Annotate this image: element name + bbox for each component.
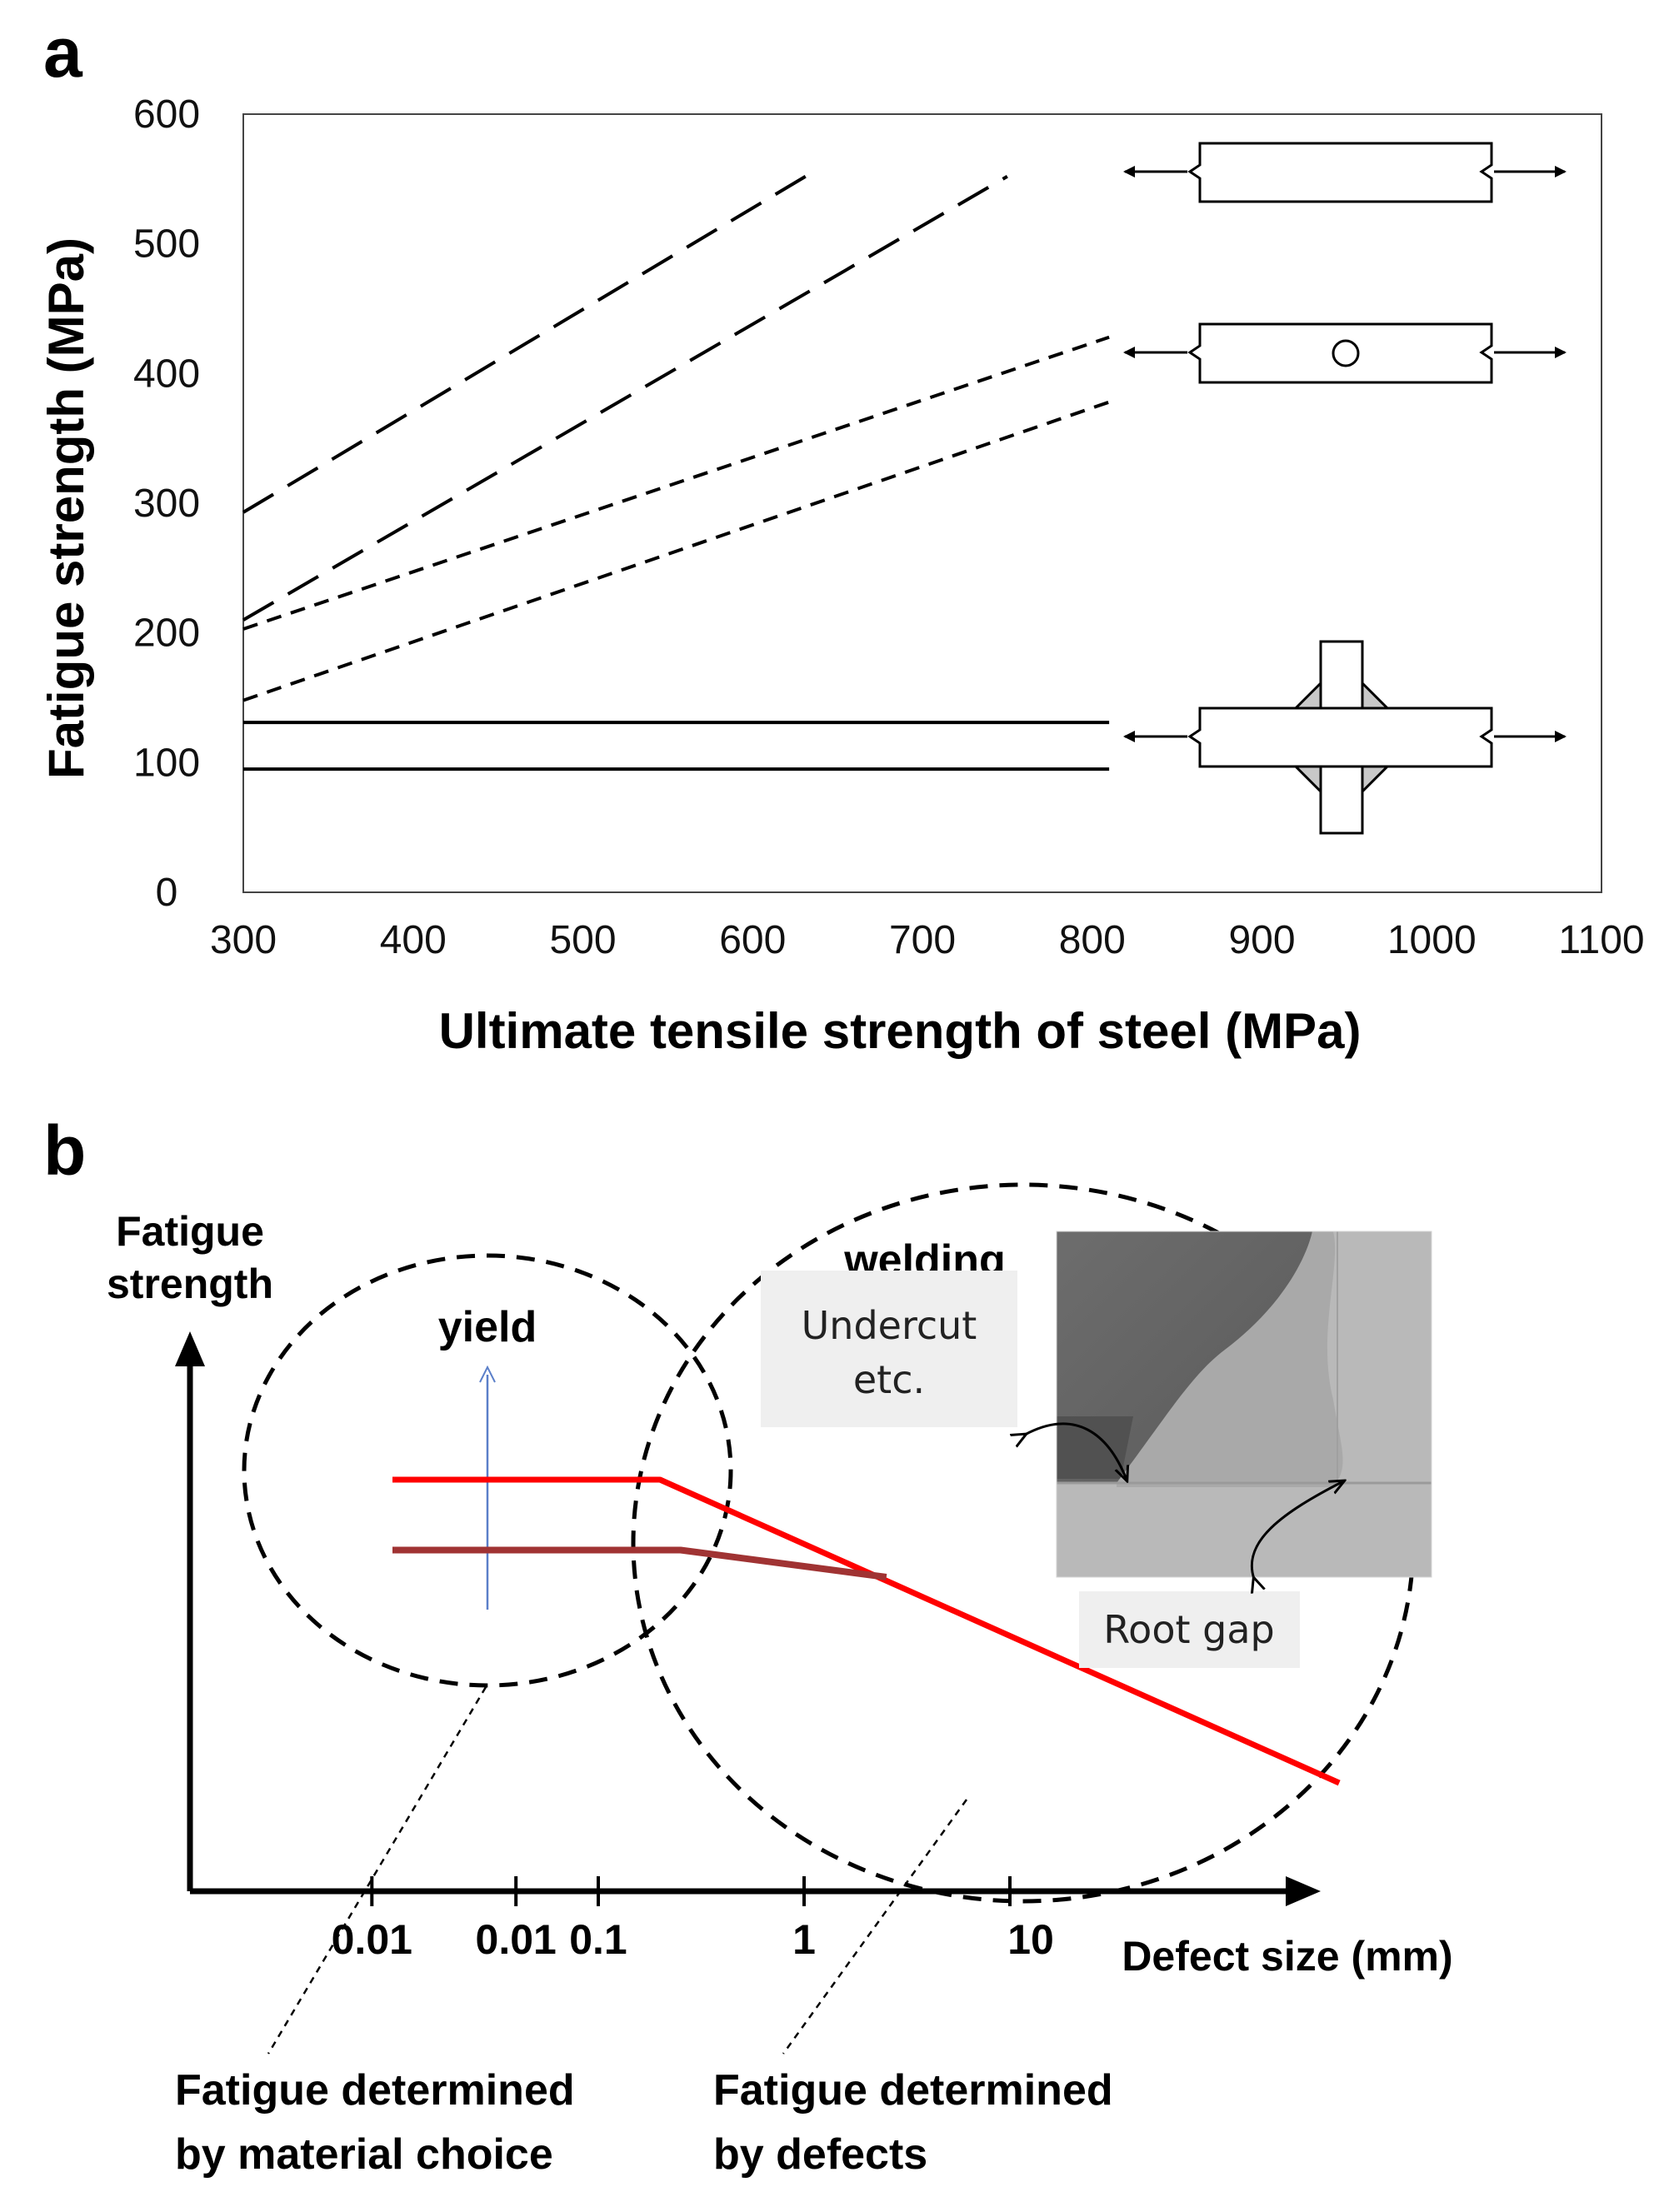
panel-b-y-axis-title-line2: strength [107,1261,273,1307]
panel-b-label: b [43,1111,86,1190]
panel-a-label: a [43,13,83,92]
panel-a-series-line [242,400,1110,702]
undercut-callout: Undercut etc. [761,1271,1017,1427]
panel-a-x-tick-label: 400 [380,918,447,962]
panel-a-y-tick-label: 200 [133,612,200,656]
panel-a-x-tick-label: 800 [1059,918,1126,962]
panel-a-y-tick-label: 500 [133,222,200,267]
panel-a-series-line [242,174,1008,622]
panel-a-series-line [242,171,813,514]
undercut-callout-line2: etc. [853,1357,925,1402]
panel-b-series-line [392,1476,1341,1786]
weld-macrograph-image [1056,1231,1432,1578]
panel-a-x-axis-title: Ultimate tensile strength of steel (MPa) [439,1003,1362,1059]
panel-a-x-tick-label: 700 [889,918,956,962]
panel-a-y-tick-label: 300 [133,482,200,526]
panel-a-y-tick-label: 600 [133,92,200,137]
panel-b-series [392,1476,1341,1786]
panel-a-x-tick-label: 300 [210,918,277,962]
panel-a-x-tick-label: 1100 [1558,918,1644,962]
panel-a-x-tick-label: 600 [719,918,786,962]
panel-a-series-line [242,335,1110,631]
panel-b-y-axis-arrow-icon [175,1331,205,1366]
root-gap-pointer-arrow-icon [1250,1481,1343,1579]
undercut-pointer-arrow-icon [1025,1422,1127,1480]
panel-b-x-tick-label: 1 [792,1916,816,1963]
yield-region-circle [242,1253,733,1688]
panel-a-x-tick-label: 1000 [1387,918,1477,962]
defects-note-line2: by defects [713,2130,927,2179]
plain-plate-specimen-icon [1123,142,1567,203]
material-choice-leader-line [267,1686,487,2055]
panel-b-x-axis-title: Defect size (mm) [1122,1933,1452,1980]
hole-icon [1332,339,1360,367]
panel-a-x-tick-label: 900 [1228,918,1295,962]
defects-note-line1: Fatigue determined [713,2066,1113,2115]
root-gap-callout-text: Root gap [1103,1607,1274,1652]
panel-b-x-tick-label: 10 [1007,1916,1054,1963]
defects-leader-line [782,1799,968,2055]
panel-b-y-axis-title-line1: Fatigue [116,1208,264,1255]
panel-b-x-axis-arrow-icon [1286,1876,1321,1906]
panel-a-x-tick-label: 500 [549,918,616,962]
panel-b-x-tick-label: 0.1 [569,1916,627,1963]
panel-a-y-ticks: 0 100 200 300 400 500 600 [133,92,200,915]
panel-b-series-line [392,1546,887,1580]
panel-a-y-tick-label: 0 [156,871,178,915]
cruciform-welded-joint-specimen-icon [1123,640,1567,835]
yield-label: yield [438,1303,537,1351]
panel-b-x-tick-label: 0.01 [476,1916,557,1963]
panel-a-y-tick-label: 400 [133,352,200,396]
panel-a-plot-frame [242,113,1602,893]
undercut-callout-line1: Undercut [802,1303,977,1348]
panel-a-x-ticks: 300 400 500 600 700 800 900 1000 1100 [210,918,1645,962]
panel-b-x-tick-label: 0.01 [332,1916,412,1963]
panel-a-series [242,171,1110,771]
plate-with-hole-specimen-icon [1123,322,1567,384]
panel-a-y-axis-title: Fatigue strength (MPa) [38,237,94,779]
material-choice-note-line2: by material choice [175,2130,553,2179]
root-gap-callout: Root gap [1079,1591,1300,1668]
panel-a-y-tick-label: 100 [133,741,200,785]
material-choice-note-line1: Fatigue determined [175,2066,575,2115]
